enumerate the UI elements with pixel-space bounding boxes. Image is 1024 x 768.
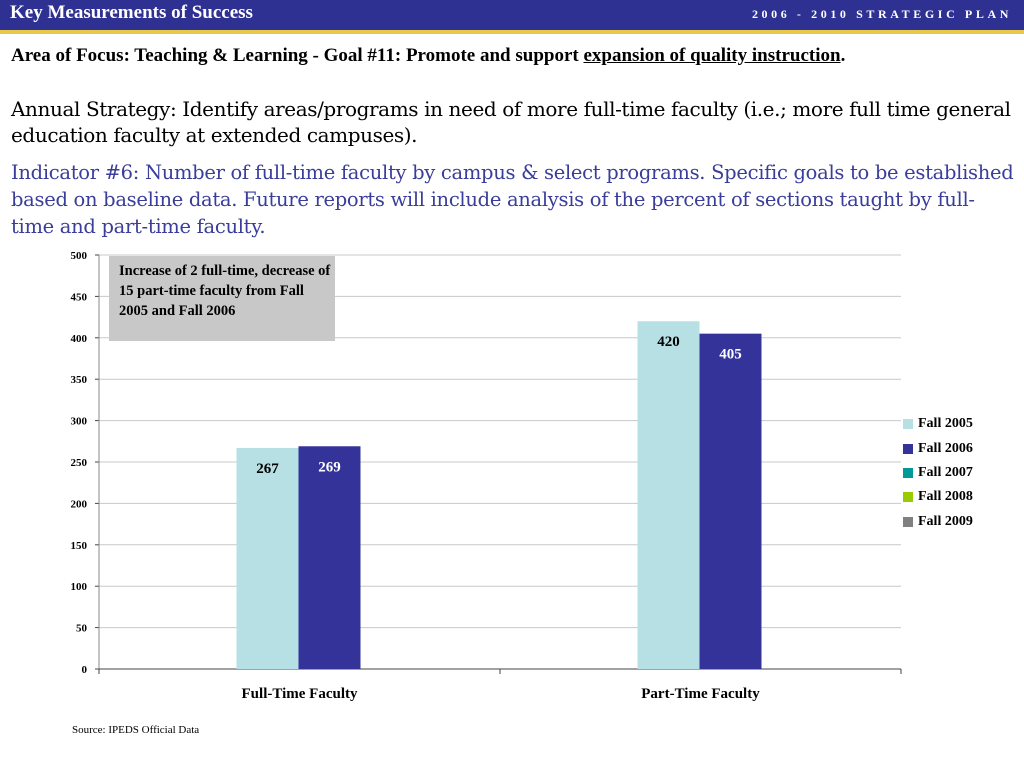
chart-legend: Fall 2005 Fall 2006 Fall 2007 Fall 2008 Fall…: [903, 412, 973, 534]
focus-underlined: expansion of quality instruction: [583, 45, 841, 66]
legend-swatch: [903, 467, 913, 478]
legend-swatch: [903, 492, 913, 503]
data-label: 405: [719, 347, 742, 363]
gold-divider: [0, 30, 1024, 34]
legend-swatch: [903, 443, 913, 454]
plan-label: 2006 - 2010 STRATEGIC PLAN: [751, 7, 1012, 21]
legend-item: Fall 2007: [903, 461, 973, 485]
header-bar: Key Measurements of Success 2006 - 2010 …: [0, 0, 1024, 30]
bar-fall-2006: [699, 333, 762, 669]
annotation-box: Increase of 2 full-time, decrease of 15 …: [109, 256, 335, 341]
legend-item: Fall 2009: [903, 510, 973, 534]
legend-item: Fall 2006: [903, 436, 973, 460]
data-label: 420: [657, 334, 680, 350]
legend-label: Fall 2009: [918, 513, 973, 529]
y-tick-label: 450: [71, 291, 88, 303]
legend-item: Fall 2005: [903, 412, 973, 436]
y-tick-label: 150: [71, 540, 88, 552]
legend-item: Fall 2008: [903, 485, 973, 509]
y-tick-label: 300: [71, 416, 88, 428]
bar-chart: 0 50 100 150 200 250 300 350 400 450 500 267 269 Full…: [71, 250, 902, 702]
focus-prefix: Area of Focus: Teaching & Learning - Goa…: [11, 45, 584, 66]
y-tick-label: 50: [76, 623, 88, 635]
y-tick-label: 0: [82, 664, 88, 676]
focus-statement: Area of Focus: Teaching & Learning - Goa…: [11, 44, 1001, 68]
legend-swatch: [903, 419, 913, 430]
x-category-label: Part-Time Faculty: [641, 686, 760, 702]
y-tick-label: 200: [71, 498, 88, 510]
bar-fall-2006: [298, 446, 361, 669]
x-category-label: Full-Time Faculty: [242, 686, 358, 702]
data-label: 269: [318, 459, 341, 475]
legend-label: Fall 2008: [918, 489, 973, 505]
y-tick-label: 100: [71, 581, 88, 593]
y-tick-label: 350: [71, 374, 88, 386]
legend-label: Fall 2007: [918, 464, 973, 480]
page-title: Key Measurements of Success: [10, 2, 253, 23]
y-tick-label: 400: [71, 333, 88, 345]
y-tick-label: 250: [71, 457, 88, 469]
legend-label: Fall 2006: [918, 440, 973, 456]
annual-strategy: Annual Strategy: Identify areas/programs…: [11, 97, 1011, 147]
bar-fall-2005: [637, 321, 700, 669]
focus-suffix: .: [840, 45, 846, 66]
legend-label: Fall 2005: [918, 416, 973, 432]
data-label: 267: [256, 461, 279, 477]
bar-fall-2005: [236, 447, 299, 669]
source-note: Source: IPEDS Official Data: [72, 724, 200, 736]
legend-swatch: [903, 516, 913, 527]
y-tick-label: 500: [71, 250, 88, 262]
indicator-text: Indicator #6: Number of full-time facult…: [11, 161, 1014, 238]
